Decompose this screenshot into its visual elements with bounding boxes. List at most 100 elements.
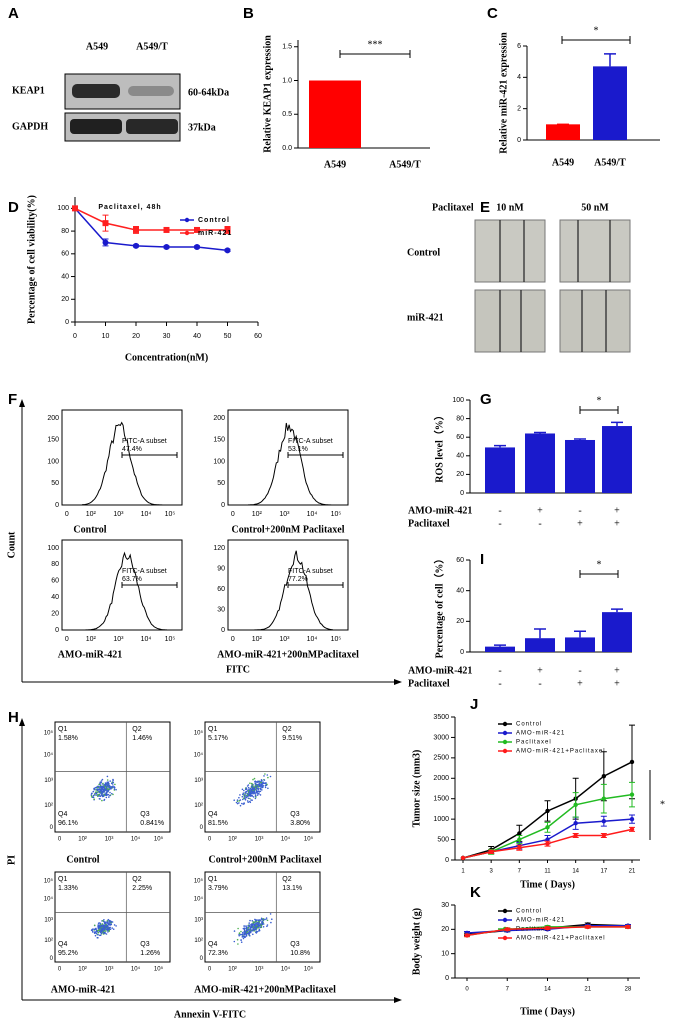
event-dot bbox=[236, 800, 239, 803]
event-dot bbox=[98, 927, 100, 930]
event-dot bbox=[238, 800, 241, 802]
event-dot bbox=[267, 776, 269, 779]
x-tick-label: 0 bbox=[208, 967, 212, 973]
marker bbox=[629, 816, 635, 822]
event-dot bbox=[252, 926, 255, 928]
event-dot bbox=[93, 924, 96, 927]
event-dot bbox=[105, 924, 107, 926]
event-dot bbox=[251, 788, 253, 790]
event-dot bbox=[236, 799, 239, 801]
event-dot bbox=[256, 792, 259, 794]
event-dot bbox=[261, 783, 264, 786]
y-tick-label: 3000 bbox=[433, 734, 449, 741]
size-label: 60-64kDa bbox=[188, 87, 229, 98]
y-tick-label: 10⁴ bbox=[194, 896, 204, 903]
x-tick-label: 10⁵ bbox=[154, 966, 164, 973]
event-dot bbox=[249, 795, 252, 797]
event-dot bbox=[97, 926, 100, 928]
event-dot bbox=[243, 936, 246, 938]
y-tick-label: 10³ bbox=[194, 778, 203, 784]
event-dot bbox=[246, 794, 248, 797]
bar bbox=[485, 447, 515, 493]
micrograph bbox=[559, 289, 631, 353]
gate-label: FITC-A subset bbox=[122, 438, 167, 445]
x-tick-label: 10² bbox=[78, 837, 87, 843]
axis-label: FITC bbox=[226, 664, 250, 675]
x-tick-label: 20 bbox=[132, 333, 140, 340]
event-dot bbox=[265, 918, 267, 921]
event-dot bbox=[263, 779, 266, 781]
bar bbox=[525, 638, 555, 652]
marker bbox=[224, 226, 231, 233]
y-tick-label: 10² bbox=[44, 803, 53, 809]
marker bbox=[102, 220, 109, 227]
event-dot bbox=[97, 934, 99, 936]
gate-percent: 63.7% bbox=[122, 576, 142, 583]
condition-sign: - bbox=[578, 505, 581, 516]
y-tick-label: 0 bbox=[221, 627, 225, 634]
axis-label: Count bbox=[6, 531, 17, 558]
quadrant-percent: 1.26% bbox=[140, 950, 160, 957]
x-tick-label: 10³ bbox=[113, 636, 124, 643]
event-dot bbox=[105, 921, 107, 923]
event-dot bbox=[246, 785, 249, 787]
bar bbox=[546, 124, 580, 140]
event-dot bbox=[91, 930, 94, 932]
event-dot bbox=[249, 935, 251, 937]
quadrant-percent: 13.1% bbox=[282, 885, 302, 892]
event-dot bbox=[100, 930, 102, 933]
gate bbox=[121, 582, 178, 588]
gate bbox=[287, 452, 344, 458]
marker bbox=[464, 933, 470, 938]
quadrant-label: Q1 bbox=[208, 876, 217, 883]
y-tick-label: 10² bbox=[194, 938, 203, 944]
x-tick-label: 21 bbox=[584, 987, 591, 993]
x-tick-label: 21 bbox=[629, 869, 636, 875]
quadrant-label: Q1 bbox=[58, 876, 67, 883]
event-dot bbox=[92, 796, 94, 798]
y-tick-label: 1000 bbox=[433, 816, 449, 823]
histogram-curve bbox=[248, 550, 334, 631]
event-dot bbox=[262, 786, 264, 788]
event-dot bbox=[243, 927, 246, 930]
group-label: miR-421 bbox=[407, 312, 444, 323]
event-dot bbox=[243, 794, 246, 797]
y-tick-label: 10⁵ bbox=[194, 730, 204, 737]
event-dot bbox=[255, 928, 257, 931]
error-bar bbox=[534, 431, 546, 434]
y-tick-label: 60 bbox=[61, 251, 69, 258]
event-dot bbox=[243, 789, 245, 792]
event-dot bbox=[261, 920, 263, 922]
y-tick-label: 10⁵ bbox=[44, 878, 54, 885]
marker bbox=[585, 924, 590, 930]
y-tick-label: 150 bbox=[213, 437, 225, 444]
event-dot bbox=[249, 919, 251, 922]
y-tick-label: 10⁵ bbox=[194, 878, 204, 885]
x-tick-label: 60 bbox=[254, 333, 262, 340]
series-line bbox=[74, 207, 228, 252]
event-dot bbox=[97, 786, 99, 789]
condition-sign: - bbox=[498, 518, 501, 529]
protein-label: KEAP1 bbox=[12, 85, 45, 96]
x-tick-label: 10⁴ bbox=[307, 636, 318, 643]
x-tick-label: A549/T bbox=[594, 157, 626, 168]
gate-percent: 53.1% bbox=[288, 446, 308, 453]
wound-images bbox=[474, 219, 631, 353]
event-dot bbox=[245, 935, 248, 937]
quadrant-percent: 10.8% bbox=[290, 950, 310, 957]
marker bbox=[163, 226, 170, 233]
event-dot bbox=[252, 928, 255, 930]
event-dot bbox=[266, 774, 269, 776]
x-tick-label: 50 bbox=[224, 333, 232, 340]
event-dot bbox=[99, 923, 102, 925]
event-dot bbox=[255, 930, 258, 933]
event-dot bbox=[105, 794, 108, 796]
event-dot bbox=[269, 775, 272, 778]
event-dot bbox=[261, 785, 264, 787]
event-dot bbox=[244, 797, 246, 800]
y-tick-label: 40 bbox=[51, 594, 59, 601]
y-tick-label: 0 bbox=[55, 502, 59, 509]
legend-marker bbox=[502, 917, 508, 923]
y-tick-label: 80 bbox=[51, 561, 59, 568]
band bbox=[126, 119, 178, 134]
